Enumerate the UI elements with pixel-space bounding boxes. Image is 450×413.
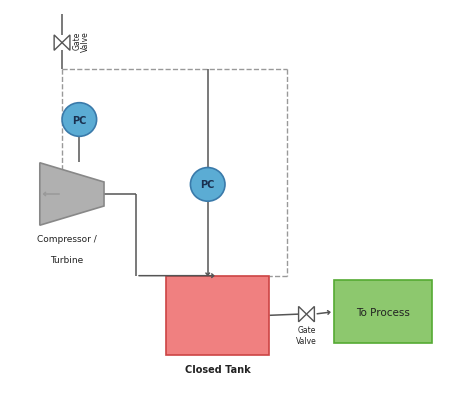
Circle shape (190, 168, 225, 202)
Text: Valve: Valve (81, 31, 90, 52)
Bar (333, 281, 432, 343)
Bar (166, 276, 270, 355)
Polygon shape (299, 307, 306, 322)
Polygon shape (306, 307, 315, 322)
Polygon shape (54, 36, 62, 51)
Text: Compressor /: Compressor / (37, 234, 97, 243)
Text: Valve: Valve (296, 337, 317, 345)
Polygon shape (40, 164, 104, 225)
Text: Turbine: Turbine (50, 255, 84, 264)
Text: PC: PC (201, 180, 215, 190)
Polygon shape (62, 36, 70, 51)
Text: To Process: To Process (356, 307, 410, 317)
Text: PC: PC (72, 115, 86, 125)
Text: Closed Tank: Closed Tank (184, 364, 251, 374)
Circle shape (62, 103, 97, 137)
Text: Gate: Gate (73, 32, 82, 50)
Text: Gate: Gate (297, 325, 315, 334)
